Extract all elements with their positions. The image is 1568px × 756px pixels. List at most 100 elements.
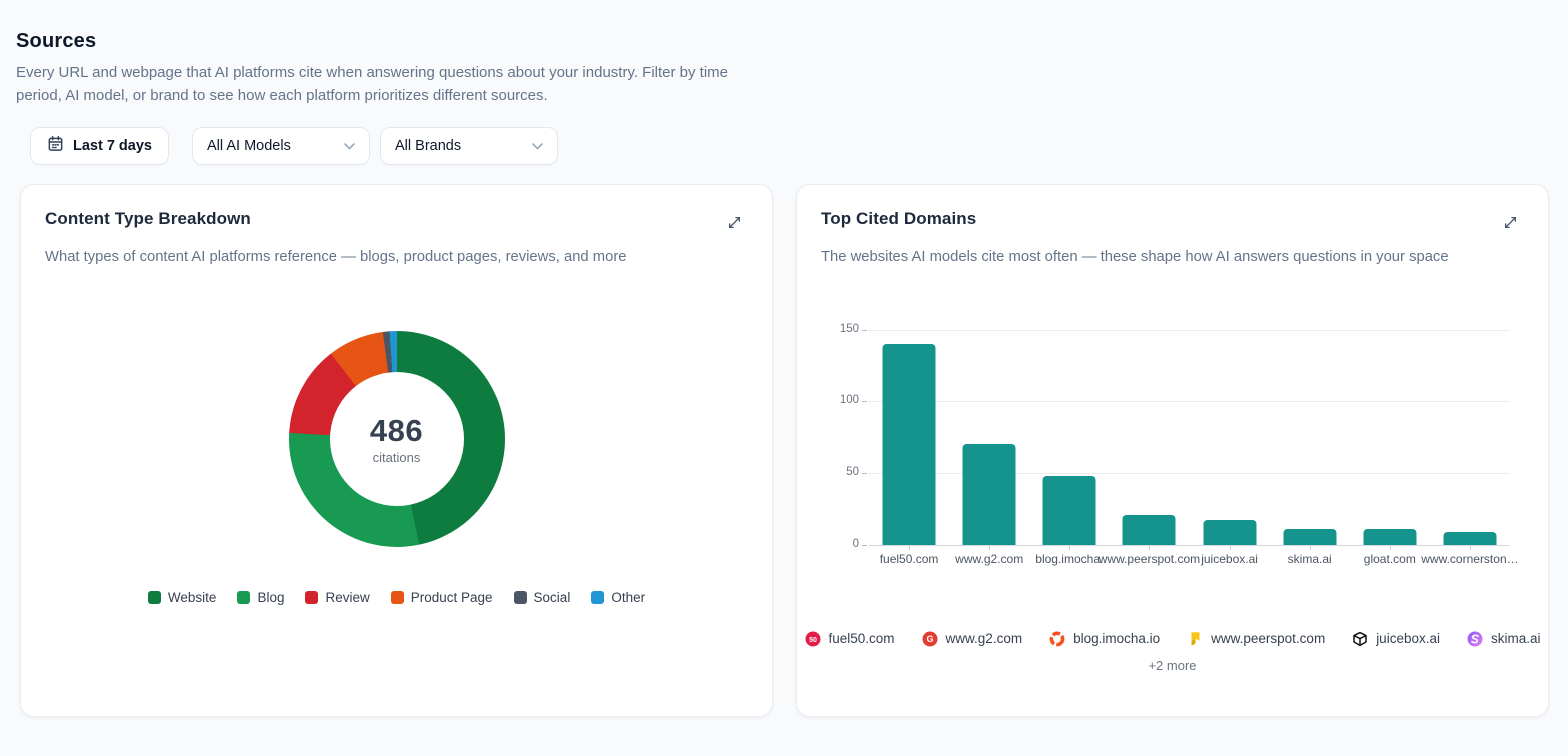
citations-total: 486 <box>369 412 424 448</box>
donut-legend: Website Blog Review Product Page Social Other <box>45 590 748 605</box>
bar-www.cornerston <box>1443 531 1497 545</box>
y-tick-mark <box>862 473 867 475</box>
legend-label: Product Page <box>410 589 493 605</box>
legend-swatch-icon <box>513 590 527 604</box>
filter-bar: Last 7 days All AI Models All Brands <box>30 126 1548 165</box>
donut-chart: 486 citations <box>288 330 505 547</box>
donut-center: 486 citations <box>329 371 464 506</box>
x-tick-mark <box>1309 544 1311 550</box>
x-tick-mark <box>909 544 911 550</box>
cited-domain-item: blog.imocha.io <box>1049 631 1160 647</box>
bar-slot <box>1029 330 1109 550</box>
bar-slots <box>869 330 1510 550</box>
content-type-title: Content Type Breakdown <box>45 208 251 228</box>
legend-swatch-icon <box>591 590 605 604</box>
legend-item: Other <box>591 590 645 605</box>
content-type-subtitle: What types of content AI platforms refer… <box>45 248 627 265</box>
chevron-down-icon <box>532 138 543 154</box>
bar-xlabels: fuel50.com www.g2.com blog.imocha. www.peer… <box>869 551 1519 568</box>
bar-slot <box>1270 330 1350 550</box>
page-description: Every URL and webpage that AI platforms … <box>16 64 729 104</box>
cited-domain-item: 50 fuel50.com <box>805 631 895 647</box>
bar-plot: 0 50 100 150 <box>840 323 1510 550</box>
x-axis-label: fuel50.com <box>879 551 939 566</box>
x-axis-label: www.cornerston… <box>1421 551 1519 566</box>
fuel50-favicon: 50 <box>805 631 821 647</box>
bar-skima.ai <box>1283 529 1337 545</box>
gridline <box>869 473 1510 475</box>
y-tick-mark <box>862 329 867 331</box>
brand-label: All Brands <box>395 137 462 154</box>
brand-filter[interactable]: All Brands <box>380 126 558 165</box>
x-axis-label: www.peerspot.com <box>1098 551 1201 566</box>
cited-domain-item: skima.ai <box>1467 631 1541 647</box>
y-tick-label: 50 <box>846 466 859 479</box>
x-tick-mark <box>1229 544 1231 550</box>
bar-slot <box>949 330 1029 550</box>
page-title: Sources <box>16 30 97 52</box>
bar-slot <box>1190 330 1270 550</box>
bar-chart: 0 50 100 150 fuel50.com www.g2.com blog.imoch… <box>840 323 1519 575</box>
x-axis-label: gloat.com <box>1363 551 1416 566</box>
more-domains-link[interactable]: +2 more <box>1148 657 1197 673</box>
skima-favicon <box>1467 631 1483 647</box>
x-axis-line <box>869 544 1510 546</box>
legend-item: Website <box>147 589 217 605</box>
bar-fuel50.com <box>882 344 936 545</box>
x-axis-label: skima.ai <box>1287 551 1332 566</box>
legend-label: Website <box>167 589 217 605</box>
legend-swatch-icon <box>147 590 161 604</box>
bar-slot <box>1430 330 1510 550</box>
ai-model-label: All AI Models <box>207 137 291 154</box>
legend-item: Social <box>513 589 571 605</box>
top-domains-subtitle: The websites AI models cite most often —… <box>821 248 1449 265</box>
x-axis-label: blog.imocha. <box>1035 551 1104 566</box>
cited-domain-label: www.peerspot.com <box>1211 631 1326 647</box>
cited-domain-item: www.peerspot.com <box>1187 631 1325 647</box>
peerspot-favicon <box>1187 631 1203 647</box>
cited-domain-label: juicebox.ai <box>1376 631 1440 647</box>
date-range-filter[interactable]: Last 7 days <box>30 126 169 165</box>
bar-gloat.com <box>1363 529 1417 545</box>
x-tick-mark <box>1069 544 1071 550</box>
y-tick-label: 0 <box>852 537 859 550</box>
legend-label: Social <box>533 589 571 605</box>
expand-icon[interactable] <box>725 213 744 235</box>
x-tick-mark <box>989 544 991 550</box>
cited-domain-label: blog.imocha.io <box>1073 631 1161 647</box>
legend-label: Blog <box>257 589 285 605</box>
bar-slot <box>869 330 949 550</box>
cited-domain-label: fuel50.com <box>828 631 895 647</box>
juicebox-favicon <box>1352 631 1368 647</box>
cards-row: Content Type Breakdown What types of con… <box>20 183 1549 717</box>
gridline <box>869 329 1510 331</box>
imocha-favicon <box>1049 631 1065 647</box>
bar-slot <box>1109 330 1189 550</box>
y-tick-label: 100 <box>839 394 859 407</box>
g2-favicon: G <box>922 631 938 647</box>
top-domains-card: Top Cited Domains The websites AI models… <box>796 183 1549 717</box>
cited-domain-label: www.g2.com <box>945 631 1023 647</box>
legend-label: Review <box>325 589 370 605</box>
ai-model-filter[interactable]: All AI Models <box>192 126 370 165</box>
y-tick-label: 150 <box>839 322 859 335</box>
content-type-card: Content Type Breakdown What types of con… <box>20 183 773 717</box>
legend-item: Blog <box>237 590 284 605</box>
y-tick-mark <box>862 544 867 546</box>
legend-label: Other <box>611 589 646 605</box>
cited-domain-item: juicebox.ai <box>1352 631 1440 647</box>
x-tick-mark <box>1389 544 1391 550</box>
bar-www.peerspot.com <box>1122 514 1176 545</box>
bar-www.g2.com <box>962 444 1016 545</box>
top-domains-title: Top Cited Domains <box>821 208 977 228</box>
x-axis-label: juicebox.ai <box>1201 551 1258 566</box>
x-tick-mark <box>1149 544 1151 550</box>
svg-text:50: 50 <box>809 637 817 644</box>
bar-juicebox.ai <box>1203 520 1257 545</box>
expand-icon[interactable] <box>1501 213 1520 235</box>
legend-item: Product Page <box>390 589 493 605</box>
legend-swatch-icon <box>237 590 251 604</box>
legend-item: Review <box>305 589 370 605</box>
